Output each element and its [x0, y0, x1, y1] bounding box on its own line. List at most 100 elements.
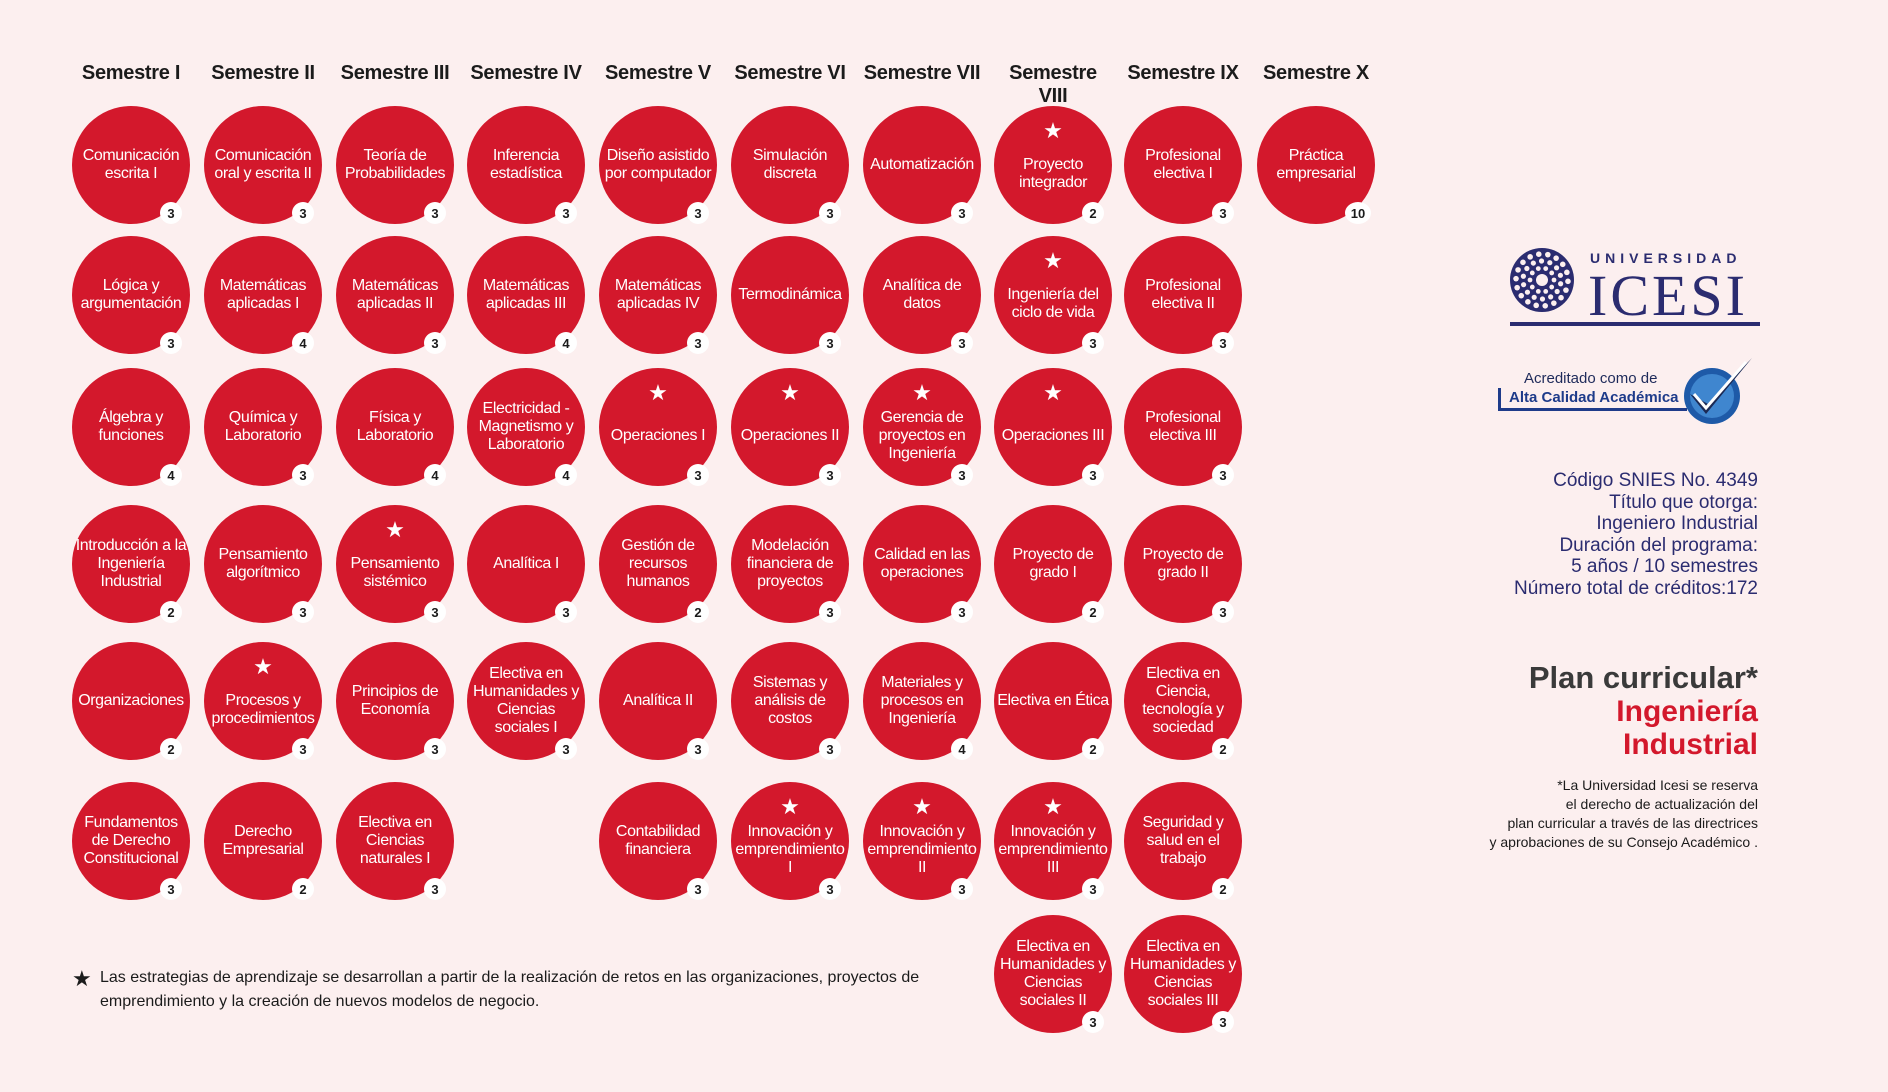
course-bubble: Matemáticas aplicadas II 3	[336, 236, 454, 354]
course-name: Gestión de recursos humanos	[621, 537, 695, 590]
course-name: Álgebra y funciones	[98, 409, 164, 444]
course-bubble: Electiva en Ética 2	[994, 642, 1112, 760]
course-bubble: Lógica y argumentación 3	[72, 236, 190, 354]
course-name: Materiales y procesos en Ingeniería	[880, 674, 964, 727]
challenge-star-icon: ★	[648, 380, 668, 405]
credits-badge: 3	[424, 738, 446, 760]
program-info: Código SNIES No. 4349 Título que otorga:…	[1514, 470, 1758, 599]
course-name: Principios de Economía	[351, 683, 439, 718]
course-name: Profesional electiva I	[1145, 147, 1221, 182]
credits-badge: 2	[1212, 738, 1234, 760]
course-bubble: ★ Innovación y emprendimiento III 3	[994, 782, 1112, 900]
credits-badge: 3	[292, 464, 314, 486]
course-name: Fundamentos de Derecho Constitucional	[83, 814, 179, 867]
course-bubble: Química y Laboratorio 3	[204, 368, 322, 486]
credits-badge: 3	[687, 464, 709, 486]
credits-badge: 3	[1212, 601, 1234, 623]
footnote: Las estrategias de aprendizaje se desarr…	[100, 969, 920, 1010]
course-bubble: ★ Operaciones II 3	[731, 368, 849, 486]
course-bubble: Electiva en Humanidades y Ciencias socia…	[1124, 915, 1242, 1033]
course-name: Inferencia estadística	[489, 147, 563, 182]
semester-header: Semestre VII	[863, 62, 981, 84]
course-name: Procesos y procedimientos	[211, 692, 315, 727]
course-name: Matemáticas aplicadas III	[482, 277, 570, 312]
credits-badge: 3	[687, 332, 709, 354]
snies-code: Código SNIES No. 4349	[1553, 470, 1758, 491]
semester-header: Semestre IV	[470, 62, 582, 84]
credits-badge: 3	[819, 202, 841, 224]
credits-badge: 4	[555, 464, 577, 486]
challenge-star-icon: ★	[1043, 118, 1063, 143]
course-name: Sistemas y análisis de costos	[752, 674, 828, 727]
accreditation-check-icon	[1684, 358, 1752, 424]
course-name: Innovación y emprendimiento II	[867, 823, 977, 876]
course-name: Analítica II	[623, 692, 693, 709]
course-name: Electiva en Ética	[997, 692, 1109, 709]
course-bubble: Simulación discreta 3	[731, 106, 849, 224]
university-label: UNIVERSIDAD	[1590, 250, 1742, 266]
challenge-star-icon: ★	[1043, 248, 1063, 273]
course-bubble: Introducción a la Ingeniería Industrial 2	[72, 505, 190, 623]
course-name: Innovación y emprendimiento III	[998, 823, 1108, 876]
course-bubble: Matemáticas aplicadas I 4	[204, 236, 322, 354]
course-bubble: Álgebra y funciones 4	[72, 368, 190, 486]
course-bubble: Inferencia estadística 3	[467, 106, 585, 224]
course-bubble: ★ Gerencia de proyectos en Ingeniería 3	[863, 368, 981, 486]
course-name: Proyecto de grado I	[1012, 546, 1094, 581]
semester-header: Semestre III	[340, 62, 450, 84]
credits-badge: 2	[1082, 202, 1104, 224]
course-bubble: Comunicación escrita I 3	[72, 106, 190, 224]
course-name: Pensamiento algorítmico	[218, 546, 308, 581]
course-name: Innovación y emprendimiento I	[735, 823, 845, 876]
course-name: Termodinámica	[738, 286, 842, 303]
course-bubble: Contabilidad financiera 3	[599, 782, 717, 900]
degree-value: Ingeniero Industrial	[1596, 513, 1758, 534]
course-bubble: Seguridad y salud en el trabajo 2	[1124, 782, 1242, 900]
course-bubble: Gestión de recursos humanos 2	[599, 505, 717, 623]
course-bubble: Teoría de Probabilidades 3	[336, 106, 454, 224]
credits-badge: 3	[687, 202, 709, 224]
course-name: Introducción a la Ingeniería Industrial	[75, 537, 187, 590]
course-bubble: Fundamentos de Derecho Constitucional 3	[72, 782, 190, 900]
credits-badge: 3	[292, 601, 314, 623]
semester-header: Semestre X	[1263, 62, 1369, 84]
course-bubble: Electiva en Humanidades y Ciencias socia…	[467, 642, 585, 760]
credits-badge: 3	[819, 738, 841, 760]
credits-badge: 3	[687, 878, 709, 900]
course-bubble: Diseño asistido por computador 3	[599, 106, 717, 224]
course-name: Física y Laboratorio	[356, 409, 434, 444]
course-name: Lógica y argumentación	[80, 277, 182, 312]
course-name: Proyecto de grado II	[1142, 546, 1224, 581]
course-name: Teoría de Probabilidades	[344, 147, 446, 182]
credits-badge: 3	[555, 202, 577, 224]
course-bubble: Calidad en las operaciones 3	[863, 505, 981, 623]
credits-badge: 3	[1082, 464, 1104, 486]
credits-badge: 3	[555, 601, 577, 623]
degree-label: Título que otorga:	[1609, 491, 1758, 513]
credits-badge: 4	[424, 464, 446, 486]
course-bubble: Profesional electiva III 3	[1124, 368, 1242, 486]
course-name: Diseño asistido por computador	[604, 147, 712, 182]
course-name: Derecho Empresarial	[222, 823, 304, 858]
course-name: Analítica de datos	[882, 277, 962, 312]
course-name: Matemáticas aplicadas I	[219, 277, 307, 312]
course-name: Electiva en Humanidades y Ciencias socia…	[473, 665, 579, 736]
course-name: Analítica I	[493, 555, 559, 572]
credits-badge: 3	[819, 332, 841, 354]
course-name: Matemáticas aplicadas IV	[614, 277, 702, 312]
course-bubble: Comunicación oral y escrita II 3	[204, 106, 322, 224]
course-name: Modelación financiera de proyectos	[746, 537, 834, 590]
challenge-star-icon: ★	[1043, 794, 1063, 819]
credits-badge: 10	[1345, 202, 1371, 224]
semester-header: Semestre VIII	[1009, 62, 1097, 107]
course-name: Práctica empresarial	[1276, 147, 1356, 182]
disclaimer: *La Universidad Icesi se reserva el dere…	[1490, 776, 1759, 852]
disclaimer-line: plan curricular a través de las directri…	[1507, 815, 1758, 831]
credits-badge: 3	[951, 601, 973, 623]
credits-badge: 3	[160, 202, 182, 224]
semester-header: Semestre II	[211, 62, 315, 84]
course-bubble: Electiva en Ciencias naturales I 3	[336, 782, 454, 900]
credits-badge: 3	[160, 878, 182, 900]
course-name: Operaciones II	[740, 427, 840, 444]
